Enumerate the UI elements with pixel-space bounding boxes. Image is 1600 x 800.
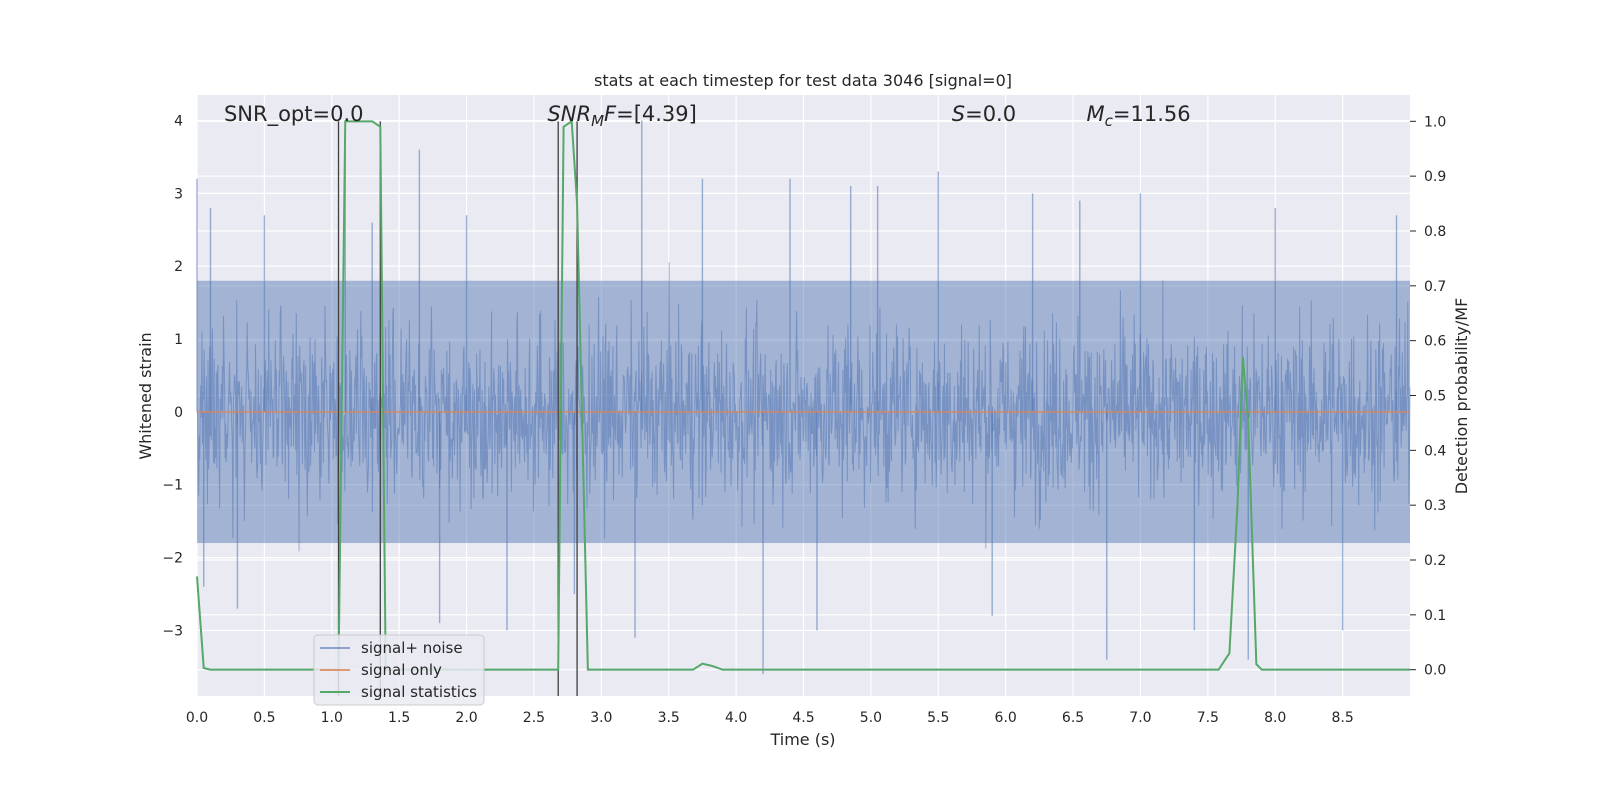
x-tick-label: 4.5 — [792, 710, 814, 726]
annotation-text: SNRMF=[4.39] — [547, 102, 696, 130]
x-tick-label: 6.0 — [995, 710, 1017, 726]
x-tick-label: 5.0 — [860, 710, 882, 726]
y-right-tick-label: 0.0 — [1424, 663, 1446, 679]
x-tick-label: 4.0 — [725, 710, 747, 726]
x-axis-label: Time (s) — [769, 730, 835, 749]
x-tick-label: 6.5 — [1062, 710, 1084, 726]
x-tick-label: 3.0 — [590, 710, 612, 726]
y-right-axis-label: Detection probability/MF — [1452, 298, 1471, 495]
y-right-tick-label: 0.8 — [1424, 224, 1446, 240]
y-right-tick-label: 0.9 — [1424, 169, 1446, 185]
y-left-tick-label: −1 — [162, 478, 183, 494]
y-right-axis-ticks: 0.0 0.1 0.2 0.3 0.4 0.5 0.6 0.7 0.8 0.9 1.0 — [1410, 114, 1446, 679]
y-right-tick-label: 0.6 — [1424, 334, 1446, 350]
x-tick-label: 7.5 — [1197, 710, 1219, 726]
y-right-tick-label: 0.7 — [1424, 279, 1446, 295]
x-tick-label: 5.5 — [927, 710, 949, 726]
y-left-axis-ticks: −3 −2 −1 0 1 2 3 4 — [162, 113, 183, 639]
y-left-tick-label: 4 — [174, 113, 183, 129]
y-left-tick-label: 2 — [174, 259, 183, 275]
chart-title: stats at each timestep for test data 304… — [594, 71, 1012, 90]
y-left-axis-label: Whitened strain — [136, 332, 155, 459]
x-tick-label: 7.0 — [1129, 710, 1151, 726]
annotations: SNR_opt=0.0 SNRMF=[4.39] S=0.0 Mc=11.56 — [224, 102, 1191, 130]
x-axis-ticks: 0.0 0.5 1.0 1.5 2.0 2.5 3.0 3.5 4.0 4.5 5.0 5.5 6.0 6… — [186, 710, 1354, 726]
x-tick-label: 8.5 — [1331, 710, 1353, 726]
y-right-tick-label: 0.4 — [1424, 443, 1446, 459]
y-left-tick-label: −3 — [162, 623, 183, 639]
y-right-tick-label: 0.2 — [1424, 553, 1446, 569]
x-tick-label: 0.5 — [253, 710, 275, 726]
y-left-tick-label: 1 — [174, 332, 183, 348]
y-right-tick-label: 0.3 — [1424, 498, 1446, 514]
annotation-text: SNR_opt=0.0 — [224, 102, 364, 127]
legend-label: signal only — [361, 661, 442, 679]
x-tick-label: 2.0 — [455, 710, 477, 726]
x-tick-label: 1.0 — [321, 710, 343, 726]
signal-noise-line — [196, 262, 1411, 552]
x-tick-label: 0.0 — [186, 710, 208, 726]
y-right-tick-label: 0.1 — [1424, 608, 1446, 624]
legend: signal+ noise signal only signal statistic… — [313, 634, 485, 706]
x-tick-label: 8.0 — [1264, 710, 1286, 726]
legend-label: signal statistics — [361, 683, 477, 701]
legend-label: signal+ noise — [361, 639, 463, 657]
annotation-text: S=0.0 — [952, 102, 1016, 126]
x-tick-label: 1.5 — [388, 710, 410, 726]
legend-box — [313, 634, 485, 706]
y-left-tick-label: −2 — [162, 551, 183, 567]
y-right-tick-label: 0.5 — [1424, 389, 1446, 405]
x-tick-label: 3.5 — [658, 710, 680, 726]
annotation-text: Mc=11.56 — [1087, 102, 1191, 130]
y-left-tick-label: 0 — [174, 405, 183, 421]
y-right-tick-label: 1.0 — [1424, 114, 1446, 130]
x-tick-label: 2.5 — [523, 710, 545, 726]
y-left-tick-label: 3 — [174, 186, 183, 202]
